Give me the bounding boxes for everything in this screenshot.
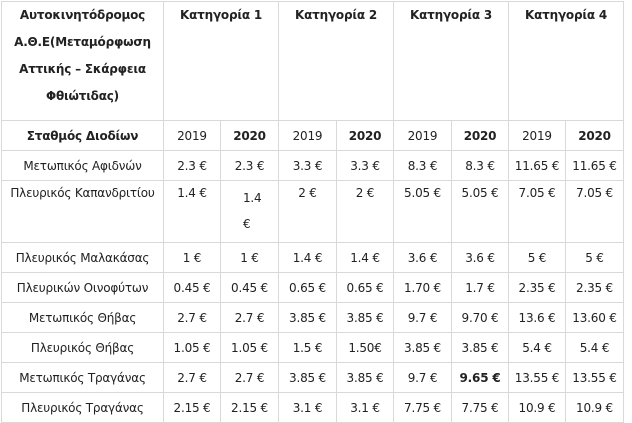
price-cell: 3.1 € (336, 392, 394, 423)
price-cell: 1.4 € (336, 242, 394, 273)
price-cell: 2.15 € (220, 392, 279, 423)
price-cell: 13.55 € (508, 362, 566, 393)
year-header: 2019 (508, 120, 566, 151)
category-1-header: Κατηγορία 1 (163, 1, 279, 121)
price-cell: 13.60 € (565, 302, 624, 333)
station-name: Πλευρικός Μαλακάσας (1, 242, 164, 273)
price-cell: 0.65 € (336, 272, 394, 303)
category-3-header: Κατηγορία 3 (393, 1, 509, 121)
table-row: Πλευρικός Μαλακάσας 1 € 1 € 1.4 € 1.4 € … (1, 242, 624, 273)
table-row: Πλευρικών Οινοφύτων 0.45 € 0.45 € 0.65 €… (1, 272, 624, 303)
price-cell: 2.3 € (163, 150, 221, 181)
price-cell: 2.35 € (508, 272, 566, 303)
price-cell: 3.85 € (336, 362, 394, 393)
price-cell: 10.9 € (508, 392, 566, 423)
price-cell: 1.7 € (451, 272, 509, 303)
price-cell: 1.05 € (163, 332, 221, 363)
category-2-header: Κατηγορία 2 (278, 1, 394, 121)
price-cell: 5.05 € (393, 180, 452, 243)
station-name: Μετωπικός Τραγάνας (1, 362, 164, 393)
price-cell: 2 € (278, 180, 337, 243)
price-cell: 5 € (565, 242, 624, 273)
table-header-row: Αυτοκινητόδρομος Α.Θ.Ε(Μεταμόρφωση Αττικ… (1, 1, 624, 121)
price-cell: 5.05 € (451, 180, 509, 243)
station-header: Σταθμός Διοδίων (1, 120, 164, 151)
price-cell: 9.7 € (393, 302, 452, 333)
price-cell: 3.85 € (336, 302, 394, 333)
price-cell: 7.75 € (451, 392, 509, 423)
price-cell: 2.7 € (220, 362, 279, 393)
price-cell: 1.70 € (393, 272, 452, 303)
price-cell: 2.3 € (220, 150, 279, 181)
price-cell: 9.65 € (451, 362, 509, 393)
price-cell: 0.45 € (220, 272, 279, 303)
price-cell: 9.70 € (451, 302, 509, 333)
table-row: Μετωπικός Θήβας 2.7 € 2.7 € 3.85 € 3.85 … (1, 302, 624, 333)
price-cell: 1.4 € (278, 242, 337, 273)
table-row: Μετωπικός Τραγάνας 2.7 € 2.7 € 3.85 € 3.… (1, 362, 624, 393)
price-cell: 1 € (163, 242, 221, 273)
price-cell-text: 1.4 € (243, 191, 262, 231)
table-row: Πλευρικός Θήβας 1.05 € 1.05 € 1.5 € 1.50… (1, 332, 624, 363)
station-name: Πλευρικός Θήβας (1, 332, 164, 363)
table-row: Πλευρικός Καπανδριτίου 1.4 € 1.4 € 2 € 2… (1, 180, 624, 243)
price-cell: 3.85 € (278, 302, 337, 333)
price-cell: 1 € (220, 242, 279, 273)
table-row: Μετωπικός Αφιδνών 2.3 € 2.3 € 3.3 € 3.3 … (1, 150, 624, 181)
year-header: 2020 (451, 120, 509, 151)
price-cell: 7.05 € (508, 180, 566, 243)
station-name: Πλευρικός Τραγάνας (1, 392, 164, 423)
price-cell: 8.3 € (451, 150, 509, 181)
price-cell: 8.3 € (393, 150, 452, 181)
station-name: Πλευρικός Καπανδριτίου (1, 180, 164, 243)
price-cell: 3.1 € (278, 392, 337, 423)
price-cell: 5 € (508, 242, 566, 273)
price-cell: 11.65 € (565, 150, 624, 181)
price-cell: 3.6 € (393, 242, 452, 273)
price-cell: 3.3 € (336, 150, 394, 181)
price-cell: 0.45 € (163, 272, 221, 303)
price-cell: 13.55 € (565, 362, 624, 393)
station-name: Μετωπικός Θήβας (1, 302, 164, 333)
price-cell: 10.9 € (565, 392, 624, 423)
price-cell: 2.7 € (163, 302, 221, 333)
station-name: Πλευρικών Οινοφύτων (1, 272, 164, 303)
year-header: 2020 (565, 120, 624, 151)
price-cell: 11.65 € (508, 150, 566, 181)
price-cell: 2.7 € (220, 302, 279, 333)
price-cell: 3.85 € (278, 362, 337, 393)
table-title: Αυτοκινητόδρομος Α.Θ.Ε(Μεταμόρφωση Αττικ… (1, 1, 164, 121)
price-cell: 5.4 € (508, 332, 566, 363)
year-header: 2019 (278, 120, 337, 151)
price-cell: 5.4 € (565, 332, 624, 363)
price-cell: 1.4 € (163, 180, 221, 243)
year-header: 2020 (220, 120, 279, 151)
price-cell: 1.50€ (336, 332, 394, 363)
price-cell: 3.85 € (393, 332, 452, 363)
price-cell: 1.5 € (278, 332, 337, 363)
price-cell: 2.7 € (163, 362, 221, 393)
price-cell: 3.85 € (451, 332, 509, 363)
year-header-row: Σταθμός Διοδίων 2019 2020 2019 2020 2019… (1, 120, 624, 151)
price-cell: 0.65 € (278, 272, 337, 303)
price-cell: 1.05 € (220, 332, 279, 363)
year-header: 2019 (163, 120, 221, 151)
price-cell: 7.75 € (393, 392, 452, 423)
station-name: Μετωπικός Αφιδνών (1, 150, 164, 181)
table-row: Πλευρικός Τραγάνας 2.15 € 2.15 € 3.1 € 3… (1, 392, 624, 423)
category-4-header: Κατηγορία 4 (508, 1, 624, 121)
price-cell: 9.7 € (393, 362, 452, 393)
price-cell: 3.3 € (278, 150, 337, 181)
price-cell: 2 € (336, 180, 394, 243)
price-cell: 3.6 € (451, 242, 509, 273)
year-header: 2020 (336, 120, 394, 151)
price-cell: 7.05 € (565, 180, 624, 243)
price-cell: 13.6 € (508, 302, 566, 333)
price-cell: 1.4 € (220, 180, 279, 243)
price-cell: 2.35 € (565, 272, 624, 303)
price-cell: 2.15 € (163, 392, 221, 423)
year-header: 2019 (393, 120, 452, 151)
